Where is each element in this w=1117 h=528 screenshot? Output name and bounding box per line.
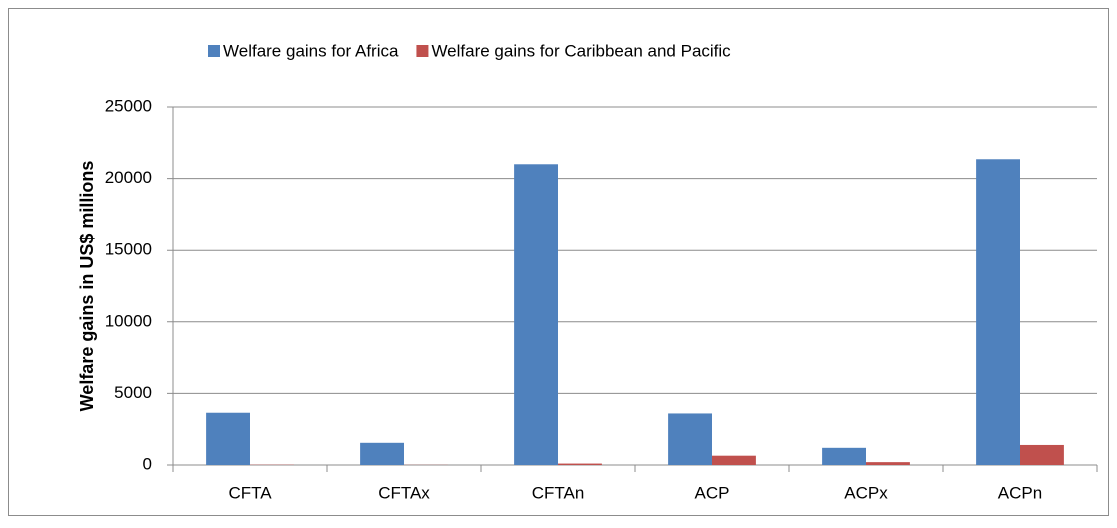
x-tick-label: ACPn: [998, 483, 1042, 502]
y-axis-label: Welfare gains in US$ millions: [77, 161, 97, 412]
y-tick-label: 15000: [105, 240, 152, 259]
x-tick-label: ACPx: [844, 483, 888, 502]
bar: [668, 413, 712, 465]
bar: [866, 462, 910, 465]
bar: [558, 464, 602, 465]
bar: [514, 164, 558, 465]
bar: [1020, 445, 1064, 465]
bar: [360, 443, 404, 465]
y-tick-label: 25000: [105, 96, 152, 115]
bar: [976, 159, 1020, 465]
y-tick-label: 20000: [105, 168, 152, 187]
y-tick-label: 10000: [105, 311, 152, 330]
x-tick-label: ACP: [695, 483, 730, 502]
bar: [822, 448, 866, 465]
y-tick-label: 5000: [114, 383, 152, 402]
bar: [712, 456, 756, 465]
legend-label: Welfare gains for Caribbean and Pacific: [431, 41, 731, 60]
legend-label: Welfare gains for Africa: [223, 41, 399, 60]
x-tick-label: CFTA: [228, 483, 272, 502]
legend-swatch: [416, 45, 428, 57]
legend-swatch: [208, 45, 220, 57]
y-tick-label: 0: [143, 454, 152, 473]
x-tick-label: CFTAn: [532, 483, 585, 502]
x-tick-label: CFTAx: [378, 483, 430, 502]
bar: [206, 413, 250, 465]
